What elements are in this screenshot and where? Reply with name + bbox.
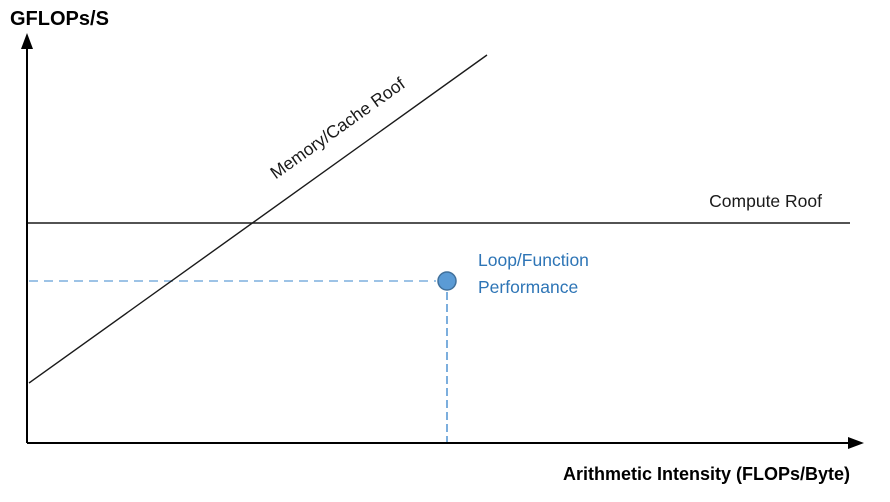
y-axis-arrowhead-icon — [21, 33, 33, 49]
compute-roof-label: Compute Roof — [709, 191, 822, 211]
memory-roof-label: Memory/Cache Roof — [266, 73, 408, 183]
performance-point — [437, 271, 457, 291]
performance-point-label-line2: Performance — [478, 277, 578, 297]
memory-roof-line — [28, 54, 488, 384]
performance-point-label-line1: Loop/Function — [478, 250, 589, 270]
x-axis-label: Arithmetic Intensity (FLOPs/Byte) — [563, 464, 850, 484]
x-axis-arrowhead-icon — [848, 437, 864, 449]
y-axis-label: GFLOPs/S — [10, 8, 109, 30]
